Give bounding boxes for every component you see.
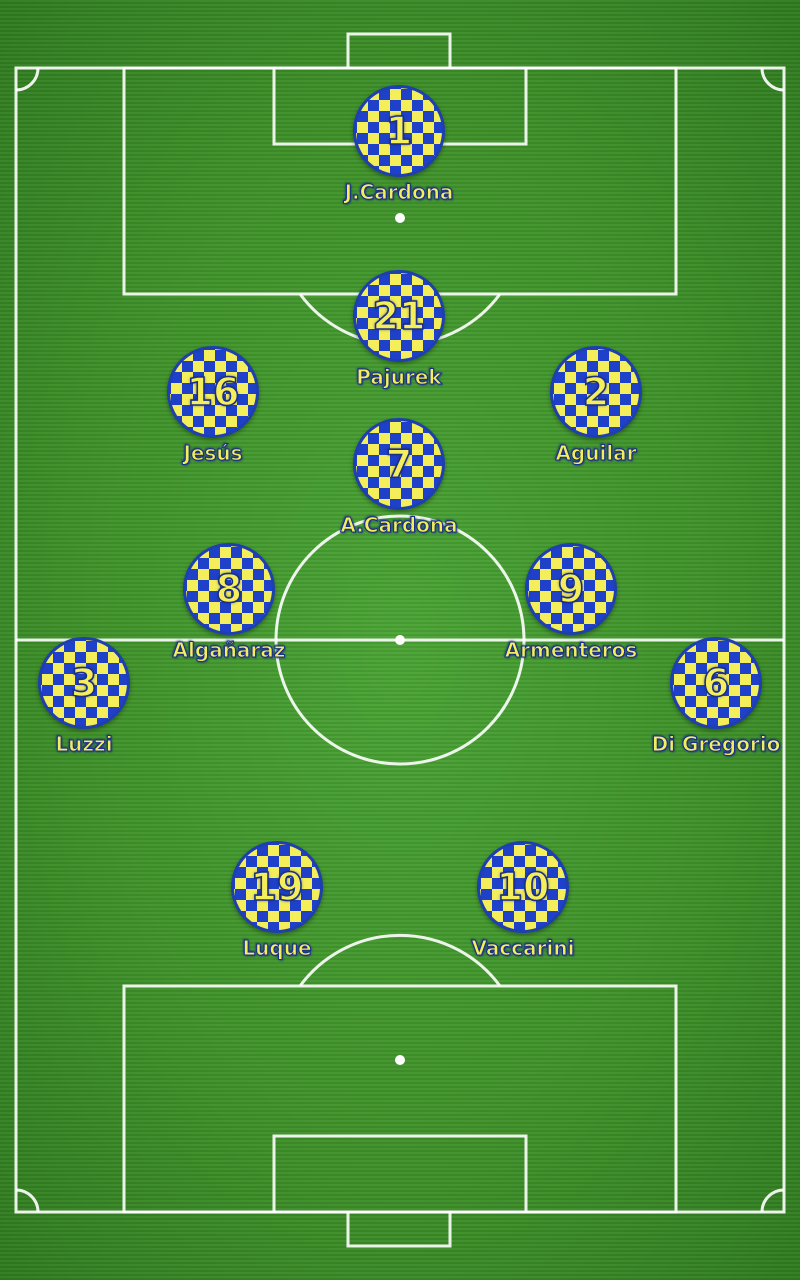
player-name: A.Cardona — [340, 513, 458, 537]
player-name: Jesús — [183, 441, 243, 465]
shirt-badge: 16 — [167, 346, 259, 438]
player-number: 2 — [582, 370, 610, 414]
player-number: 21 — [372, 294, 426, 338]
shirt-badge: 6 — [670, 637, 762, 729]
player-number: 3 — [70, 661, 98, 705]
player-card[interactable]: 6 Di Gregorio — [636, 637, 796, 756]
player-name: Algañaraz — [172, 638, 286, 662]
player-name: J.Cardona — [344, 180, 454, 204]
player-card[interactable]: 2 Aguilar — [516, 346, 676, 465]
player-card[interactable]: 19 Luque — [197, 841, 357, 960]
player-card[interactable]: 3 Luzzi — [4, 637, 164, 756]
shirt-badge: 21 — [353, 270, 445, 362]
player-number: 1 — [385, 109, 413, 153]
shirt-badge: 1 — [353, 85, 445, 177]
player-card[interactable]: 10 Vaccarini — [443, 841, 603, 960]
player-number: 8 — [215, 567, 243, 611]
player-number: 16 — [186, 370, 240, 414]
player-number: 10 — [496, 865, 550, 909]
player-card[interactable]: 8 Algañaraz — [149, 543, 309, 662]
player-name: Aguilar — [555, 441, 637, 465]
shirt-badge: 8 — [183, 543, 275, 635]
player-name: Luque — [242, 936, 312, 960]
player-card[interactable]: 7 A.Cardona — [319, 418, 479, 537]
player-number: 6 — [702, 661, 730, 705]
player-name: Di Gregorio — [651, 732, 781, 756]
shirt-badge: 9 — [525, 543, 617, 635]
shirt-badge: 2 — [550, 346, 642, 438]
player-card[interactable]: 1 J.Cardona — [319, 85, 479, 204]
player-name: Pajurek — [356, 365, 442, 389]
player-number: 7 — [385, 442, 413, 486]
player-number: 19 — [250, 865, 304, 909]
player-name: Vaccarini — [471, 936, 575, 960]
player-name: Luzzi — [55, 732, 113, 756]
player-number: 9 — [557, 567, 585, 611]
player-name: Armenteros — [504, 638, 638, 662]
player-card[interactable]: 9 Armenteros — [491, 543, 651, 662]
shirt-badge: 19 — [231, 841, 323, 933]
player-card[interactable]: 16 Jesús — [133, 346, 293, 465]
shirt-badge: 7 — [353, 418, 445, 510]
shirt-badge: 3 — [38, 637, 130, 729]
player-card[interactable]: 21 Pajurek — [319, 270, 479, 389]
shirt-badge: 10 — [477, 841, 569, 933]
